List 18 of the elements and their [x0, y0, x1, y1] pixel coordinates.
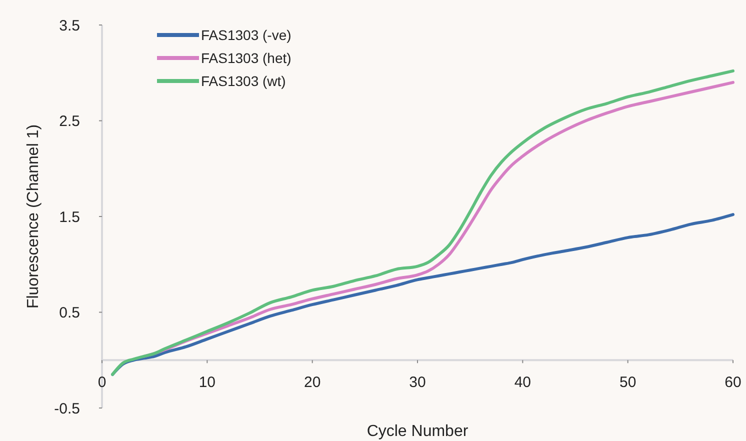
x-tick-label: 20: [304, 374, 321, 392]
x-tick-label: 60: [724, 374, 742, 392]
x-tick-label: 10: [198, 374, 216, 392]
y-tick-label: 3.5: [59, 17, 80, 34]
legend-label: FAS1303 (wt): [201, 72, 286, 89]
y-tick-label: 0.5: [59, 304, 80, 322]
y-axis-title: Fluorescence (Channel 1): [25, 124, 42, 309]
legend-label: FAS1303 (het): [201, 50, 292, 66]
y-tick-label: 2.5: [59, 113, 80, 130]
x-axis-title: Cycle Number: [366, 423, 469, 440]
y-tick-label: 1.5: [59, 208, 80, 226]
x-tick-label: 50: [619, 374, 636, 392]
x-tick-label: 0: [98, 374, 106, 392]
x-tick-label: 30: [409, 374, 426, 392]
legend-label: FAS1303 (-ve): [201, 26, 292, 43]
x-tick-label: 40: [514, 374, 532, 392]
y-tick-label: -0.5: [54, 400, 80, 418]
line-series: [111, 213, 734, 376]
